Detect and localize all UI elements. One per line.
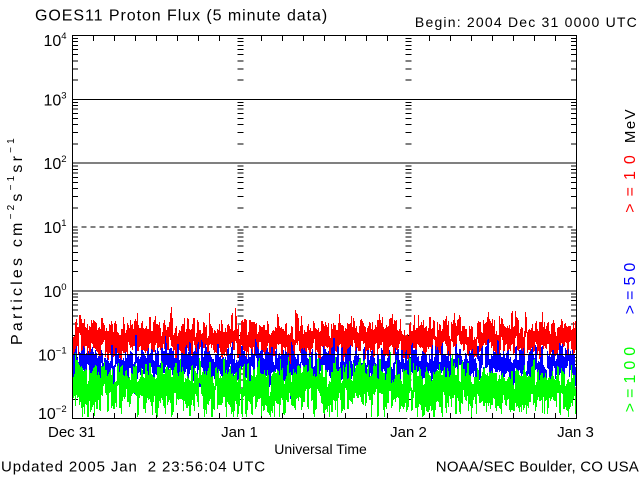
svg-text:Dec 31: Dec 31 <box>48 424 96 441</box>
svg-text:Universal Time: Universal Time <box>274 441 367 457</box>
svg-text:>=50: >=50 <box>622 258 639 314</box>
svg-text:Particles cm−2s−1sr−1: Particles cm−2s−1sr−1 <box>6 135 26 345</box>
svg-text:10−1: 10−1 <box>38 346 67 365</box>
svg-text:NOAA/SEC Boulder, CO USA: NOAA/SEC Boulder, CO USA <box>436 459 639 476</box>
svg-text:>=10: >=10 <box>622 148 639 212</box>
svg-text:GOES11 Proton Flux (5 minute d: GOES11 Proton Flux (5 minute data) <box>35 8 328 25</box>
svg-text:101: 101 <box>44 218 67 237</box>
svg-text:103: 103 <box>44 90 67 109</box>
svg-text:104: 104 <box>44 31 67 50</box>
svg-text:>=100: >=100 <box>622 342 639 412</box>
svg-text:100: 100 <box>44 282 67 301</box>
svg-text:Updated 2005 Jan 2 23:56:04 U: Updated 2005 Jan 2 23:56:04 UTC <box>1 459 266 476</box>
svg-text:Jan 1: Jan 1 <box>221 424 258 441</box>
svg-text:10−2: 10−2 <box>38 404 67 423</box>
svg-text:Jan 2: Jan 2 <box>390 424 427 441</box>
svg-text:Jan 3: Jan 3 <box>557 424 594 441</box>
svg-text:MeV: MeV <box>622 108 639 143</box>
svg-text:102: 102 <box>44 154 67 173</box>
svg-text:Begin: 2004 Dec 31 0000 UTC: Begin: 2004 Dec 31 0000 UTC <box>415 14 638 30</box>
